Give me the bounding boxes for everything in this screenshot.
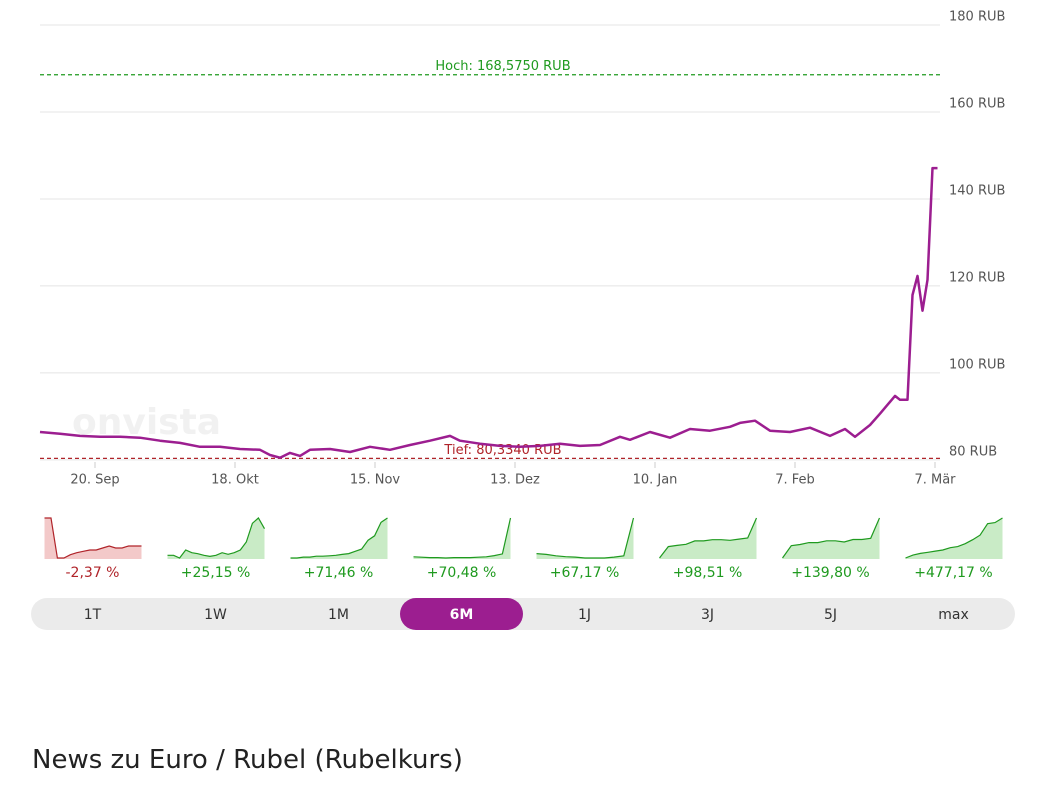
- tab-label[interactable]: 5J: [824, 607, 837, 623]
- tab-label[interactable]: 1M: [328, 607, 349, 623]
- x-tick-label: 20. Sep: [70, 473, 119, 488]
- price-line: [39, 166, 938, 459]
- tab-label[interactable]: 1J: [578, 607, 591, 623]
- tab-label[interactable]: 6M: [450, 607, 474, 623]
- x-tick-label: 15. Nov: [350, 473, 400, 488]
- change-label: +477,17 %: [914, 565, 992, 581]
- sparkline-area: [782, 518, 880, 559]
- change-label: +70,48 %: [427, 565, 497, 581]
- y-tick-label: 120 RUB: [949, 270, 1005, 285]
- sparkline: [782, 517, 881, 559]
- y-tick-label: 180 RUB: [949, 10, 1005, 25]
- x-tick-label: 13. Dez: [490, 473, 540, 488]
- sparkline: [167, 517, 266, 559]
- sparkline: [413, 517, 512, 559]
- x-tick-label: 18. Okt: [211, 473, 259, 488]
- y-tick-label: 140 RUB: [949, 183, 1005, 198]
- change-label: +67,17 %: [550, 565, 620, 581]
- x-tick-label: 7. Mär: [914, 473, 956, 488]
- change-label: +71,46 %: [304, 565, 374, 581]
- sparkline: [44, 517, 142, 559]
- sparkline-area: [290, 518, 388, 559]
- reference-label: Hoch: 168,5750 RUB: [435, 59, 570, 74]
- sparkline-area: [44, 518, 142, 559]
- sparkline-area: [536, 518, 634, 559]
- x-tick-label: 7. Feb: [775, 473, 815, 488]
- change-label: +98,51 %: [673, 565, 743, 581]
- y-tick-label: 80 RUB: [949, 444, 997, 459]
- change-label: -2,37 %: [66, 565, 120, 581]
- change-label: +25,15 %: [181, 565, 251, 581]
- sparkline: [536, 517, 635, 559]
- y-tick-label: 100 RUB: [949, 357, 1005, 372]
- tab-selected[interactable]: [400, 598, 523, 630]
- sparkline-area: [413, 518, 511, 559]
- sparkline: [905, 517, 1003, 559]
- tab-label[interactable]: 1T: [84, 607, 102, 623]
- sparkline-area: [167, 518, 265, 559]
- change-label: +139,80 %: [791, 565, 869, 581]
- x-tick-label: 10. Jan: [633, 473, 678, 488]
- sparkline-area: [905, 518, 1003, 559]
- tab-label[interactable]: max: [938, 607, 969, 623]
- tab-label[interactable]: 3J: [701, 607, 714, 623]
- sparkline: [659, 517, 758, 559]
- sparkline: [290, 517, 388, 559]
- tab-label[interactable]: 1W: [204, 607, 227, 623]
- sparkline-area: [659, 518, 757, 559]
- y-tick-label: 160 RUB: [949, 97, 1005, 112]
- news-title: News zu Euro / Rubel (Rubelkurs): [32, 745, 463, 775]
